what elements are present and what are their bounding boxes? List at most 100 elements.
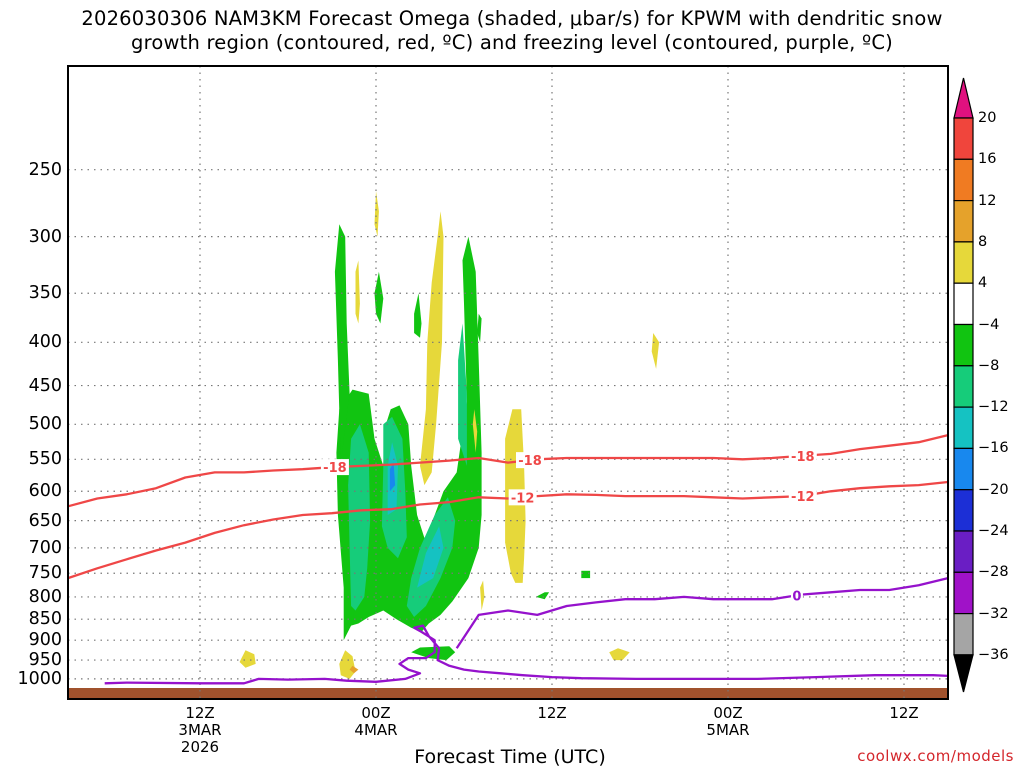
omega-region	[349, 665, 359, 674]
omega-region	[420, 211, 444, 486]
omega-region	[417, 526, 444, 588]
x-tick-label: 12Z	[889, 704, 919, 722]
y-tick-label: 850	[28, 609, 62, 630]
x-tick-label: 00Z	[361, 704, 391, 722]
colorbar-top-arrow	[953, 77, 974, 119]
colorbar-bin	[953, 282, 974, 326]
colorbar-bin	[953, 447, 974, 491]
colorbar-bin	[953, 489, 974, 532]
contour-label-bg	[788, 487, 817, 504]
colorbar-bin	[953, 241, 974, 284]
colorbar-bin	[953, 117, 974, 160]
contour-label-bg	[790, 587, 803, 604]
contour-label: -18	[323, 461, 347, 476]
contour-label-bg	[788, 447, 817, 464]
y-tick-label: 350	[28, 283, 62, 304]
x-tick-label: 00Z	[713, 704, 743, 722]
colorbar-bin	[953, 323, 974, 367]
y-tick-label: 700	[28, 537, 62, 558]
ground-band	[68, 688, 948, 699]
y-tick-label: 950	[28, 650, 62, 671]
colorbar-bin	[953, 530, 974, 573]
colorbar-bin	[953, 158, 974, 202]
colorbar-tick-label: 8	[978, 233, 988, 250]
chart-title-line-2: growth region (contoured, red, ºC) and f…	[131, 31, 893, 54]
omega-region	[239, 650, 256, 668]
colorbar	[953, 77, 974, 693]
colorbar-tick-label: −36	[978, 646, 1009, 663]
omega-region	[581, 570, 591, 579]
y-tick-label: 600	[28, 481, 62, 502]
colorbar-tick-label: −32	[978, 605, 1009, 622]
colorbar-tick-label: 16	[978, 151, 997, 168]
x-tick-label: 5MAR	[706, 721, 750, 739]
contour-label: -12	[791, 490, 815, 505]
colorbar-bin	[953, 406, 974, 450]
grid-lines	[68, 66, 948, 699]
x-tick-label: 12Z	[537, 704, 567, 722]
ground-surface	[68, 688, 948, 699]
colorbar-bin	[953, 365, 974, 408]
colorbar-tick-label: −12	[978, 399, 1009, 416]
x-tick-label: 4MAR	[354, 721, 398, 739]
omega-region	[535, 592, 550, 600]
colorbar-bottom-arrow	[953, 654, 974, 693]
y-tick-label: 250	[28, 159, 62, 180]
colorbar-tick-label: −28	[978, 564, 1009, 581]
y-tick-label: 500	[28, 414, 62, 435]
contour-label: 0	[792, 589, 801, 604]
y-tick-label: 750	[28, 563, 62, 584]
contour-label: -18	[518, 454, 542, 469]
credit-link[interactable]: coolwx.com/models	[857, 747, 1014, 765]
x-axis-label: Forecast Time (UTC)	[414, 746, 606, 768]
y-tick-label: 1000	[17, 668, 62, 689]
y-tick-label: 550	[28, 449, 62, 470]
omega-region	[458, 323, 467, 466]
omega-region	[480, 580, 485, 611]
omega-region	[348, 424, 371, 611]
omega-region	[477, 313, 482, 343]
colorbar-tick-label: −16	[978, 440, 1009, 457]
x-tick-label: 3MAR	[178, 721, 222, 739]
omega-region	[336, 236, 482, 679]
colorbar-tick-label: −8	[978, 357, 1000, 374]
colorbar-tick-label: −24	[978, 523, 1009, 539]
contour-label-bg	[508, 489, 537, 506]
contour-labels: -18 -18 -18 -12 -12 0	[320, 447, 817, 604]
colorbar-tick-label: 12	[978, 192, 997, 209]
contour-label-bg	[516, 452, 544, 469]
contour-label-bg	[320, 459, 349, 476]
y-tick-label: 900	[28, 630, 62, 651]
omega-region	[609, 648, 630, 661]
omega-region	[374, 271, 384, 324]
y-tick-label: 650	[28, 510, 62, 531]
colorbar-tick-label: −4	[978, 316, 1000, 333]
colorbar-bin	[953, 571, 974, 615]
plot-frame	[67, 65, 949, 700]
colorbar-bin	[953, 200, 974, 243]
y-tick-label: 450	[28, 375, 62, 396]
colorbar-tick-label: 20	[978, 110, 997, 126]
contour-line	[455, 576, 949, 649]
omega-region	[339, 650, 356, 679]
omega-shading	[239, 191, 660, 679]
y-tick-label: 800	[28, 586, 62, 607]
contour-label: -12	[511, 491, 535, 506]
colorbar-bin	[953, 612, 974, 656]
omega-region	[472, 409, 478, 453]
y-tick-label: 400	[28, 332, 62, 353]
freezing-level-lower-contour	[104, 624, 949, 685]
omega-region	[651, 333, 660, 369]
x-tick-label: 12Z	[185, 704, 215, 722]
y-tick-label: 300	[28, 226, 62, 247]
chart-title-line-1: 2026030306 NAM3KM Forecast Omega (shaded…	[81, 7, 943, 30]
omega-region	[355, 260, 360, 324]
omega-region	[374, 191, 379, 237]
x-tick-label: 2026	[180, 738, 220, 756]
omega-region	[414, 293, 422, 338]
colorbar-tick-label: 4	[978, 275, 988, 292]
omega-region	[389, 462, 396, 492]
omega-region	[334, 224, 350, 466]
colorbar-tick-label: −20	[978, 481, 1009, 498]
